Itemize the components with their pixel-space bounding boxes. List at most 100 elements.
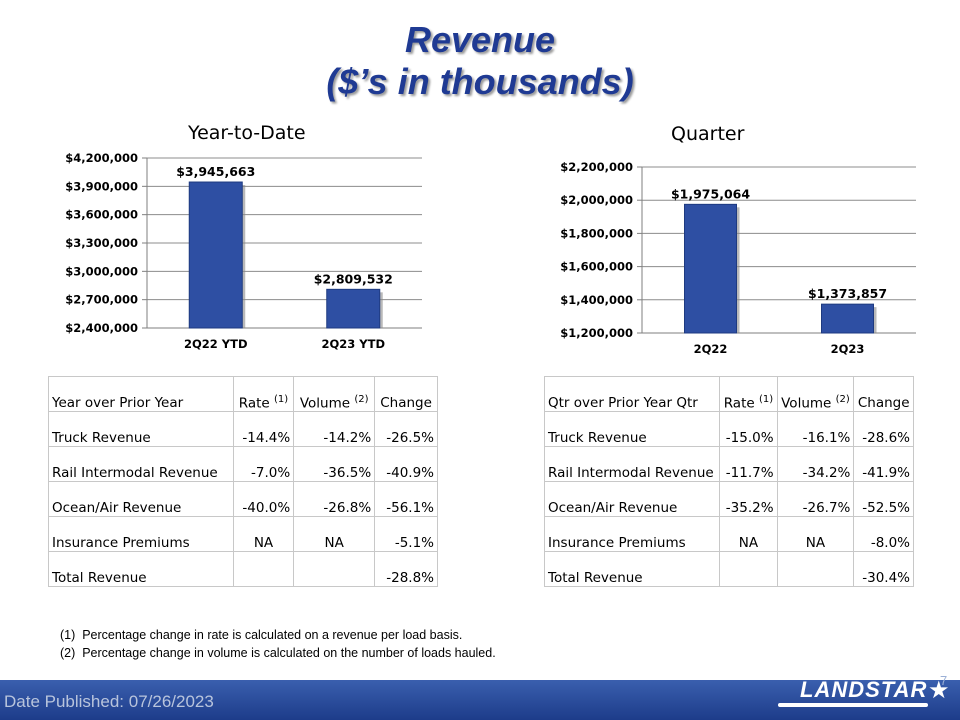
ytd-y-tick-label: $2,700,000 [65,293,138,307]
table-cell: -15.0% [719,411,778,447]
ytd-chart-title: Year-to-Date [188,122,306,144]
table-row-label: Insurance Premiums [543,516,721,552]
table-cell: -11.7% [719,446,778,482]
qtr-y-tick-label: $1,200,000 [560,326,633,340]
qtr-y-tick-label: $2,000,000 [560,193,633,207]
table-cell: -41.9% [853,446,914,482]
table-cell: -7.0% [232,446,295,482]
qtr-y-tick-label: $1,600,000 [560,260,633,274]
ytd-x-tick-label: 2Q22 YTD [184,337,248,351]
ytd-y-tick-label: $4,200,000 [65,151,138,165]
table-row: Total Revenue -30.4% [543,551,914,587]
footnote-2: (2) Percentage change in volume is calcu… [60,646,496,660]
table-header-cell: Volume (2) [776,376,855,412]
footnote-1: (1) Percentage change in rate is calcula… [60,628,463,642]
star-icon: ★ [928,677,950,704]
table-cell: -14.4% [232,411,295,447]
table-row: Truck Revenue -15.0% -16.1% -28.6% [543,411,914,447]
table-cell: -40.0% [232,481,295,517]
table-row-label: Total Revenue [48,551,234,587]
table-cell: -35.2% [719,481,778,517]
qtr-x-tick-label: 2Q22 [694,342,728,356]
ytd-bar [326,288,381,329]
table-cell: -28.6% [853,411,914,447]
table-cell: -26.7% [776,481,855,517]
ytd-x-tick-label: 2Q23 YTD [321,337,385,351]
table-cell: -8.0% [853,516,914,552]
table-cell: -5.1% [374,516,438,552]
table-cell: -34.2% [776,446,855,482]
table-row-label: Insurance Premiums [48,516,234,552]
table-row: Total Revenue -28.8% [48,551,438,587]
table-row: Truck Revenue -14.4% -14.2% -26.5% [48,411,438,447]
table-row-label: Ocean/Air Revenue [543,481,721,517]
table-header-cell: Change [374,376,438,412]
date-published: Date Published: 07/26/2023 [4,692,214,711]
table-cell [293,551,376,587]
qtr-y-tick-label: $2,200,000 [560,160,633,174]
footer-bar [0,680,960,720]
table-row-label: Truck Revenue [543,411,721,447]
table-cell: -26.5% [374,411,438,447]
qtr-data-label: $1,373,857 [808,286,887,301]
qtr-change-table: Qtr over Prior Year Qtr Rate (1) Volume (2… [543,376,914,587]
table-cell: -40.9% [374,446,438,482]
landstar-logo: LANDSTAR [800,677,928,702]
ytd-change-table: Year over Prior Year Rate (1) Volume (2) Ch… [48,376,438,587]
ytd-y-tick-label: $2,400,000 [65,321,138,335]
table-row-label: Ocean/Air Revenue [48,481,234,517]
table-row-label: Rail Intermodal Revenue [48,446,234,482]
page-number: 7 [940,673,948,688]
table-cell: -30.4% [853,551,914,587]
table-cell: -16.1% [776,411,855,447]
page-title: Revenue [404,19,556,60]
table-row: Rail Intermodal Revenue -7.0% -36.5% -40.9% [48,446,438,482]
table-cell: NA [719,516,778,552]
page-subtitle: ($’s in thousands) [326,61,634,102]
table-cell [776,551,855,587]
table-cell: NA [232,516,295,552]
table-row-label: Total Revenue [543,551,721,587]
table-header-cell: Rate (1) [232,376,295,412]
table-row: Rail Intermodal Revenue -11.7% -34.2% -41.9… [543,446,914,482]
table-header-cell: Change [853,376,914,412]
table-cell: -36.5% [293,446,376,482]
qtr-y-tick-label: $1,400,000 [560,293,633,307]
table-cell: -28.8% [374,551,438,587]
table-cell [719,551,778,587]
ytd-data-label: $3,945,663 [176,164,255,179]
ytd-bar [188,181,243,329]
table-row-label: Rail Intermodal Revenue [543,446,721,482]
logo-swoosh [778,703,928,707]
table-row: Ocean/Air Revenue -35.2% -26.7% -52.5% [543,481,914,517]
ytd-y-tick-label: $3,900,000 [65,179,138,193]
table-header-row: Qtr over Prior Year Qtr Rate (1) Volume (2… [543,376,914,412]
table-cell: -52.5% [853,481,914,517]
table-header-cell: Year over Prior Year [48,376,234,412]
ytd-y-tick-label: $3,600,000 [65,208,138,222]
table-row: Ocean/Air Revenue -40.0% -26.8% -56.1% [48,481,438,517]
table-cell [232,551,295,587]
table-header-cell: Volume (2) [293,376,376,412]
table-cell: -26.8% [293,481,376,517]
table-cell: NA [293,516,376,552]
table-header-row: Year over Prior Year Rate (1) Volume (2) Ch… [48,376,438,412]
qtr-chart-title: Quarter [671,123,745,145]
table-header-cell: Rate (1) [719,376,778,412]
qtr-x-tick-label: 2Q23 [831,342,865,356]
qtr-y-tick-label: $1,800,000 [560,226,633,240]
table-row: Insurance Premiums NA NA -8.0% [543,516,914,552]
ytd-y-tick-label: $3,000,000 [65,264,138,278]
table-cell: NA [776,516,855,552]
table-cell: -56.1% [374,481,438,517]
table-row: Insurance Premiums NA NA -5.1% [48,516,438,552]
qtr-bar [821,303,874,334]
qtr-data-label: $1,975,064 [671,186,750,201]
ytd-data-label: $2,809,532 [314,271,393,286]
table-row-label: Truck Revenue [48,411,234,447]
table-cell: -14.2% [293,411,376,447]
qtr-bar [684,203,737,334]
table-header-cell: Qtr over Prior Year Qtr [543,376,721,412]
ytd-y-tick-label: $3,300,000 [65,236,138,250]
